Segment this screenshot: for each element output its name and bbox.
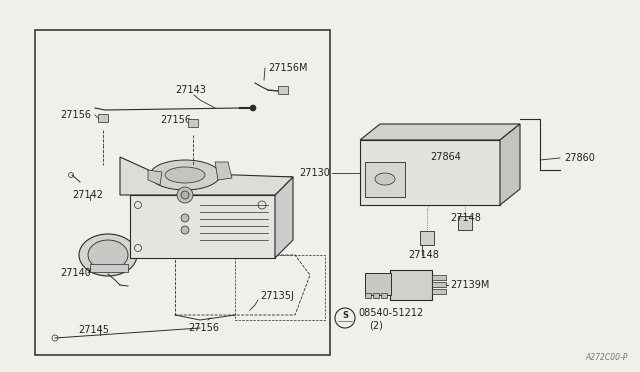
Polygon shape [275, 177, 293, 258]
Bar [130, 195, 275, 258]
Text: 27145: 27145 [78, 325, 109, 335]
Polygon shape [148, 170, 162, 185]
Circle shape [181, 214, 189, 222]
Bar [458, 216, 472, 230]
Text: 27148: 27148 [450, 213, 481, 223]
Text: 27156: 27156 [60, 110, 91, 120]
Polygon shape [90, 264, 128, 272]
Text: 27156: 27156 [188, 323, 219, 333]
Bar [390, 270, 432, 300]
Ellipse shape [150, 160, 220, 190]
Bar [381, 293, 387, 298]
Text: 27143: 27143 [175, 85, 206, 95]
Bar [35, 30, 330, 355]
Text: 27135J: 27135J [260, 291, 294, 301]
Bar [360, 140, 500, 205]
Bar [432, 282, 446, 287]
Text: 27130: 27130 [299, 168, 330, 178]
Text: 27860: 27860 [564, 153, 595, 163]
Bar [278, 86, 288, 94]
Bar [432, 289, 446, 294]
Bar [432, 275, 446, 280]
Text: 27139M: 27139M [450, 280, 490, 290]
Text: (2): (2) [369, 321, 383, 331]
Text: 27864: 27864 [430, 152, 461, 162]
Text: 27156M: 27156M [268, 63, 307, 73]
Text: 27142: 27142 [72, 190, 103, 200]
Circle shape [250, 105, 256, 111]
Ellipse shape [88, 240, 128, 270]
Text: 27140: 27140 [60, 268, 91, 278]
Circle shape [181, 191, 189, 199]
Text: A272C00-P: A272C00-P [586, 353, 628, 362]
Bar [373, 293, 379, 298]
Polygon shape [500, 124, 520, 205]
Circle shape [181, 226, 189, 234]
Circle shape [177, 187, 193, 203]
Ellipse shape [165, 167, 205, 183]
Ellipse shape [375, 173, 395, 185]
Text: S: S [342, 311, 348, 321]
Bar [98, 114, 108, 122]
Bar [188, 119, 198, 127]
Bar [365, 162, 405, 197]
Text: 27156: 27156 [160, 115, 191, 125]
Polygon shape [215, 162, 232, 180]
Ellipse shape [79, 234, 137, 276]
Text: 27148: 27148 [408, 250, 439, 260]
Polygon shape [360, 124, 520, 140]
Text: 08540-51212: 08540-51212 [358, 308, 423, 318]
Polygon shape [120, 157, 293, 195]
Polygon shape [130, 177, 293, 195]
Bar [365, 273, 391, 295]
Bar [420, 231, 434, 245]
Bar [365, 293, 371, 298]
